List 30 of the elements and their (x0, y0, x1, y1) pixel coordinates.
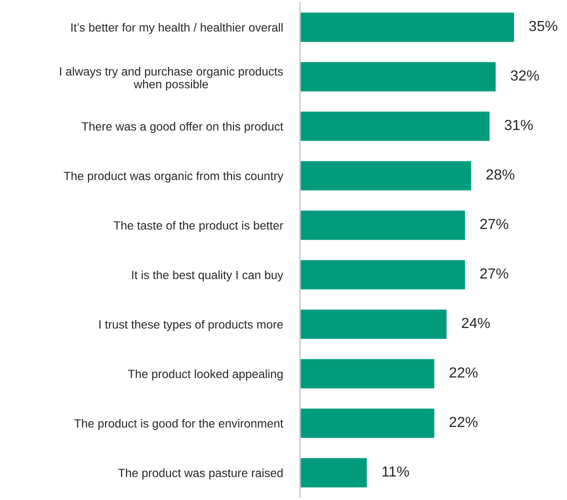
y-tick-label: The product is good for the environment (74, 418, 284, 430)
data-label: 27% (480, 218, 508, 230)
bar (300, 456, 368, 489)
data-label: 28% (486, 169, 514, 180)
bar (300, 11, 516, 44)
bar (300, 308, 448, 340)
data-label: 35% (529, 20, 558, 32)
bar (300, 160, 472, 192)
y-tick-label: I trust these types of products more (99, 320, 283, 331)
y-tick-label: There was a good offer on this product (82, 122, 284, 133)
bar (300, 258, 466, 291)
data-label: 27% (480, 268, 508, 279)
data-label: 11% (382, 466, 409, 477)
data-label: 24% (462, 318, 490, 328)
bar (300, 358, 436, 390)
bar (300, 407, 436, 440)
bar (300, 110, 491, 142)
data-label: 22% (450, 416, 478, 428)
bar (300, 209, 466, 242)
y-tick-label: I always try and purchase organic products when possible (60, 66, 283, 91)
y-tick-label: It’s better for my health / healthier overall (71, 22, 283, 34)
y-tick-label: The taste of the product is better (114, 220, 284, 232)
y-tick-label: The product was organic from this country (64, 171, 284, 182)
y-tick-label: It is the best quality I can buy (132, 270, 284, 282)
bar (300, 60, 498, 93)
data-label: 31% (504, 120, 533, 130)
data-label: 32% (510, 70, 539, 81)
y-tick-label: The product was pasture raised (118, 468, 283, 480)
y-tick-label: The product looked appealing (128, 369, 283, 380)
data-label: 22% (450, 367, 478, 378)
